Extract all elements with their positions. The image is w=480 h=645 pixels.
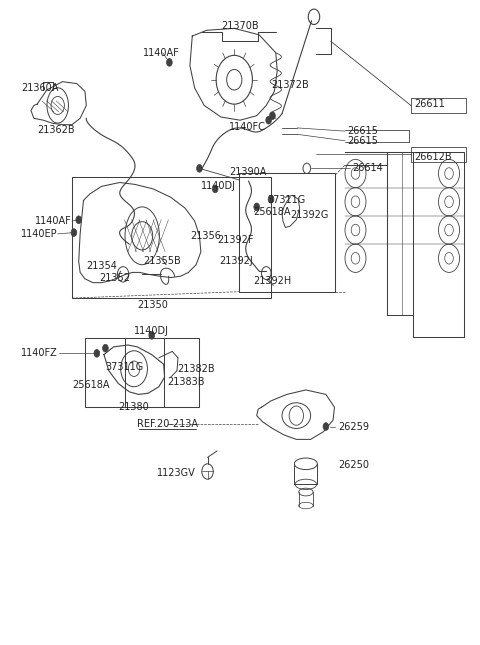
Text: 1140DJ: 1140DJ [134, 326, 169, 337]
Text: 21382B: 21382B [177, 364, 215, 373]
Text: 1140AF: 1140AF [35, 216, 72, 226]
Text: 21392J: 21392J [220, 256, 253, 266]
Text: 26611: 26611 [414, 99, 445, 109]
Text: 1140DJ: 1140DJ [201, 181, 236, 192]
Text: 21354: 21354 [86, 261, 117, 271]
Text: 21372B: 21372B [271, 80, 309, 90]
Circle shape [149, 332, 155, 339]
Text: 26612B: 26612B [414, 152, 452, 162]
Text: 1140FZ: 1140FZ [21, 348, 58, 359]
Circle shape [197, 164, 202, 172]
Text: 21355B: 21355B [144, 256, 181, 266]
Text: 37311G: 37311G [106, 362, 144, 372]
Circle shape [71, 229, 77, 237]
Text: 21352: 21352 [99, 273, 130, 283]
Circle shape [268, 195, 274, 203]
Text: 1140EP: 1140EP [21, 229, 58, 239]
Text: 25618A: 25618A [253, 207, 291, 217]
Text: 21390A: 21390A [229, 166, 267, 177]
Text: 26250: 26250 [338, 460, 369, 470]
Text: 1140FC: 1140FC [229, 122, 265, 132]
Text: 25618A: 25618A [72, 381, 109, 390]
Text: 21392H: 21392H [253, 276, 292, 286]
Bar [411, 98, 466, 113]
Text: REF.20-213A: REF.20-213A [137, 419, 198, 429]
Text: 21360A: 21360A [21, 83, 58, 93]
Text: 26259: 26259 [338, 422, 369, 432]
Text: 26615: 26615 [348, 135, 378, 146]
Text: 26615: 26615 [348, 126, 378, 136]
Text: 21392G: 21392G [290, 210, 328, 219]
Text: 21383B: 21383B [168, 377, 205, 386]
Bar [72, 177, 272, 298]
Text: 21392F: 21392F [217, 235, 253, 245]
Circle shape [266, 116, 272, 124]
Circle shape [76, 216, 82, 224]
Text: 21380: 21380 [119, 402, 149, 412]
Text: 1123GV: 1123GV [157, 468, 196, 479]
Text: 37311G: 37311G [268, 195, 306, 206]
Circle shape [270, 112, 276, 119]
Text: 21362B: 21362B [37, 125, 75, 135]
Bar [411, 146, 466, 162]
Text: 21350: 21350 [138, 299, 168, 310]
Text: 21370B: 21370B [221, 21, 259, 31]
Circle shape [212, 185, 218, 193]
Circle shape [323, 422, 329, 430]
Circle shape [103, 344, 108, 352]
Bar [239, 173, 336, 292]
Bar [85, 338, 199, 407]
Circle shape [167, 59, 172, 66]
Circle shape [94, 350, 100, 357]
Text: 26614: 26614 [352, 163, 383, 174]
Text: 1140AF: 1140AF [143, 48, 180, 58]
Text: 21356: 21356 [190, 231, 221, 241]
Circle shape [254, 203, 260, 211]
